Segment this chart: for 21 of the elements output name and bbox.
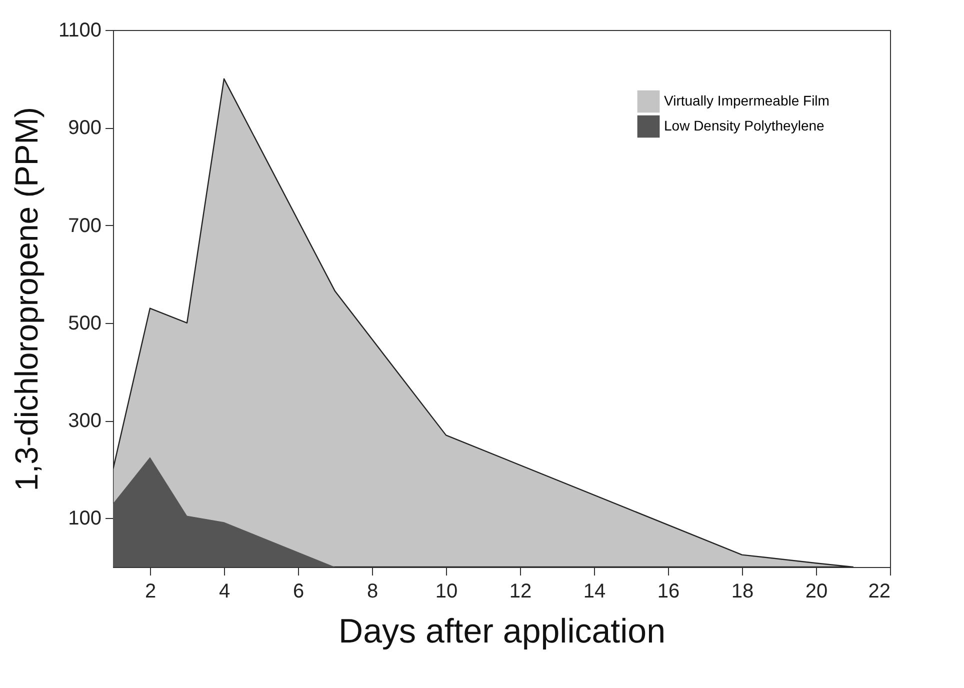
x-tick-label: 4: [218, 580, 230, 602]
y-tick-label: 300: [68, 410, 102, 432]
x-tick-label: 8: [366, 580, 378, 602]
x-tick-label: 14: [583, 580, 606, 602]
y-tick-label: 900: [68, 117, 102, 140]
legend-label: Low Density Polytheylene: [664, 118, 825, 134]
x-tick-label: 6: [292, 580, 304, 602]
x-tick-label: 22: [868, 580, 890, 602]
y-tick-label: 700: [68, 214, 102, 237]
x-tick-label: 2: [144, 580, 156, 602]
y-tick-label: 500: [68, 312, 102, 334]
x-axis-title: Days after application: [338, 612, 666, 650]
x-tick-label: 16: [657, 580, 680, 602]
x-tick-label: 18: [731, 580, 754, 602]
x-tick-label: 12: [509, 580, 532, 602]
y-tick-label: 100: [68, 508, 102, 530]
x-tick-label: 20: [805, 580, 828, 602]
y-axis-title: 1,3-dichloropropene (PPM): [8, 106, 44, 492]
y-tick-label: 1100: [58, 20, 102, 42]
x-tick-label: 10: [435, 580, 458, 602]
legend-label: Virtually Impermeable Film: [664, 92, 830, 108]
